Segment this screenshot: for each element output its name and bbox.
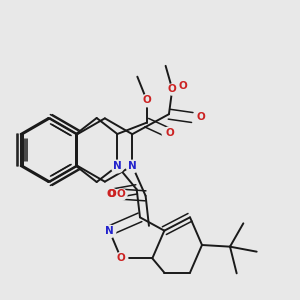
Text: N: N (113, 161, 122, 171)
Text: O: O (196, 112, 206, 122)
Text: O: O (117, 253, 125, 263)
Text: O: O (178, 81, 187, 91)
Text: O: O (106, 189, 115, 199)
Text: N: N (128, 161, 136, 171)
Text: O: O (107, 189, 116, 199)
Text: O: O (142, 95, 151, 105)
Text: O: O (116, 189, 125, 199)
Text: O: O (166, 128, 174, 138)
Text: N: N (105, 226, 114, 236)
Text: O: O (168, 84, 177, 94)
